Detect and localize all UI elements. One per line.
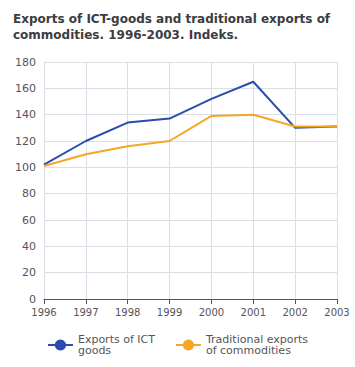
svg-text:140: 140 (15, 108, 36, 121)
svg-text:Exports of ICT-goods and tradi: Exports of ICT-goods and traditional exp… (13, 12, 331, 26)
svg-text:1996: 1996 (31, 307, 56, 318)
svg-text:100: 100 (15, 161, 36, 174)
svg-text:2001: 2001 (241, 307, 266, 318)
svg-text:160: 160 (15, 82, 36, 95)
svg-text:commodities. 1996-2003. Indeks: commodities. 1996-2003. Indeks. (13, 28, 238, 42)
svg-text:1999: 1999 (157, 307, 182, 318)
svg-text:goods: goods (78, 344, 111, 357)
svg-text:60: 60 (22, 214, 36, 227)
svg-text:20: 20 (22, 266, 36, 279)
svg-text:of commodities: of commodities (206, 344, 291, 357)
svg-text:2002: 2002 (282, 307, 307, 318)
svg-text:40: 40 (22, 240, 36, 253)
svg-text:Exports of ICT: Exports of ICT (77, 333, 155, 346)
svg-text:0: 0 (29, 293, 36, 306)
svg-text:1998: 1998 (115, 307, 140, 318)
svg-text:2000: 2000 (199, 307, 224, 318)
svg-text:180: 180 (15, 56, 36, 69)
svg-text:2003: 2003 (324, 307, 349, 318)
svg-text:80: 80 (22, 187, 36, 200)
svg-text:Traditional exports: Traditional exports (205, 333, 309, 346)
svg-text:120: 120 (15, 135, 36, 148)
svg-text:1997: 1997 (73, 307, 98, 318)
